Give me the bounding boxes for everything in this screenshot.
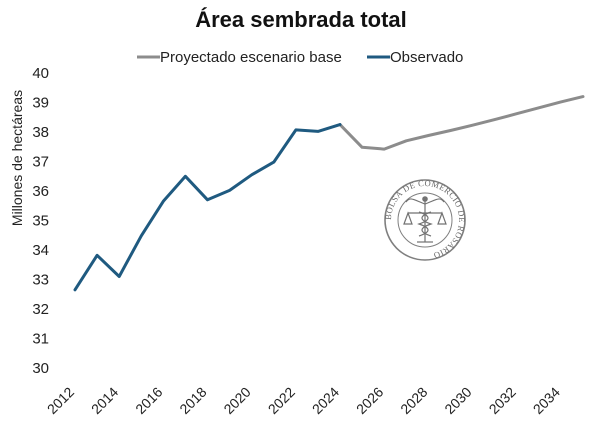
x-tick-label: 2024 [309, 384, 342, 417]
legend-label-observed: Observado [390, 49, 463, 66]
bolsa-de-comercio-de-rosario-seal: BOLSA DE COMERCIO DE ROSARIO [383, 178, 467, 261]
chart-title: Área sembrada total [195, 7, 407, 32]
y-tick-label: 33 [32, 272, 49, 289]
series-line-projected [338, 95, 585, 151]
x-tick-label: 2022 [265, 384, 298, 417]
x-tick-label: 2030 [441, 384, 474, 417]
x-tick-label: 2020 [220, 384, 253, 417]
x-tick-label: 2026 [353, 384, 386, 417]
x-tick-label: 2016 [132, 384, 165, 417]
y-tick-label: 37 [32, 154, 49, 171]
x-axis-ticks: 2012 2014 2016 2018 2020 2022 2024 2026 2028 2030… [44, 384, 563, 417]
x-tick-label: 2032 [486, 384, 519, 417]
legend-label-projected: Proyectado escenario base [160, 49, 342, 66]
y-tick-label: 35 [32, 213, 49, 230]
series-lines [73, 95, 585, 292]
y-tick-label: 32 [32, 301, 49, 318]
y-axis-ticks: 30 31 32 33 34 35 36 37 38 39 40 [32, 65, 49, 377]
x-tick-label: 2014 [88, 384, 121, 417]
y-tick-label: 40 [32, 65, 49, 82]
y-axis-title: Millones de hectáreas [9, 90, 25, 226]
y-tick-label: 30 [32, 360, 49, 377]
y-tick-label: 36 [32, 183, 49, 200]
y-tick-label: 31 [32, 331, 49, 348]
x-tick-label: 2018 [176, 384, 209, 417]
y-tick-label: 34 [32, 242, 49, 259]
series-line-observed [73, 123, 342, 292]
caduceus-icon [403, 196, 447, 243]
x-tick-label: 2012 [44, 384, 77, 417]
y-tick-label: 38 [32, 124, 49, 141]
x-tick-label: 2034 [530, 384, 563, 417]
y-tick-label: 39 [32, 95, 49, 112]
x-tick-label: 2028 [397, 384, 430, 417]
legend: Proyectado escenario base Observado [137, 49, 463, 66]
